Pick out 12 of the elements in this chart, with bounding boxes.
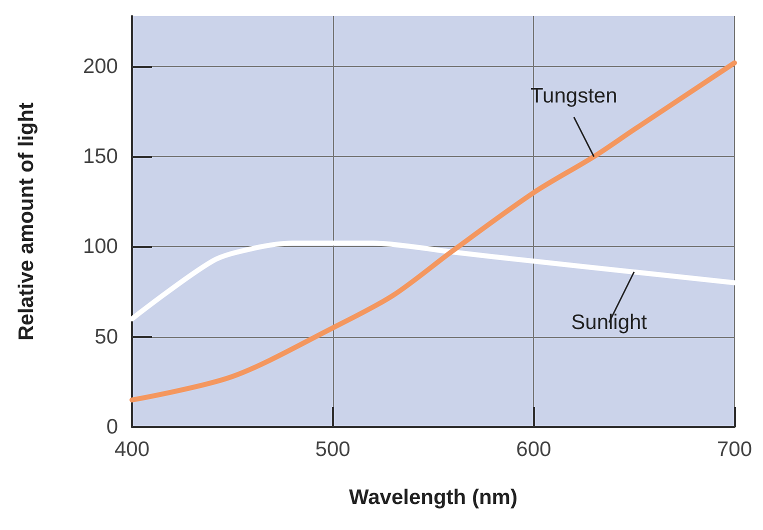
y-tick-label: 100 bbox=[82, 235, 118, 258]
x-tick-label: 700 bbox=[716, 438, 752, 461]
x-tick-label: 400 bbox=[114, 438, 150, 461]
series-label: Sunlight bbox=[571, 310, 648, 334]
y-tick-label: 50 bbox=[94, 325, 118, 348]
y-tick-label: 0 bbox=[106, 416, 118, 438]
y-tick-label: 200 bbox=[82, 54, 118, 78]
x-axis-title: Wavelength (nm) bbox=[349, 486, 518, 509]
x-tick-label: 500 bbox=[315, 438, 350, 461]
x-tick-label: 600 bbox=[516, 438, 552, 461]
y-axis-title: Relative amount of light bbox=[15, 102, 38, 341]
y-tick-label: 150 bbox=[82, 145, 118, 168]
